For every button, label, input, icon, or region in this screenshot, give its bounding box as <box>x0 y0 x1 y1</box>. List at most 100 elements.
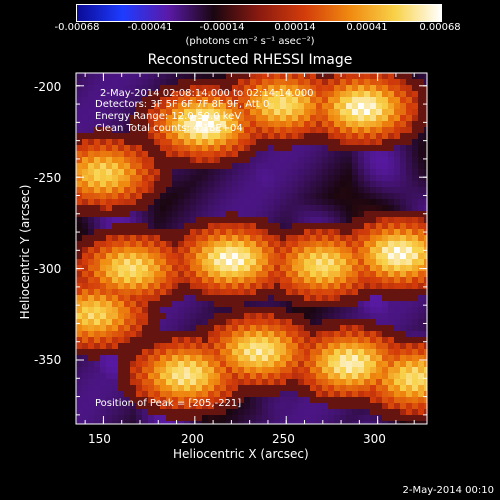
heatmap-cell <box>190 409 197 416</box>
heatmap-cell <box>370 211 377 218</box>
heatmap-cell <box>100 295 107 302</box>
heatmap-cell <box>292 301 299 308</box>
heatmap-cell <box>244 337 251 344</box>
heatmap-cell <box>130 415 137 422</box>
heatmap-cell <box>370 103 377 110</box>
heatmap-cell <box>262 343 269 350</box>
heatmap-cell <box>238 325 245 332</box>
heatmap-cell <box>394 139 401 146</box>
heatmap-cell <box>424 415 427 422</box>
heatmap-cell <box>88 103 95 110</box>
heatmap-cell <box>388 259 395 266</box>
heatmap-cell <box>238 367 245 374</box>
heatmap-cell <box>388 241 395 248</box>
heatmap-cell <box>100 343 107 350</box>
heatmap-cell <box>190 331 197 338</box>
heatmap-cell <box>190 361 197 368</box>
heatmap-cell <box>148 415 155 422</box>
heatmap-cell <box>406 325 413 332</box>
heatmap-cell <box>250 193 257 200</box>
heatmap-cell <box>244 223 251 230</box>
heatmap-cell <box>238 373 245 380</box>
heatmap-cell <box>112 217 119 224</box>
heatmap-cell <box>280 205 287 212</box>
heatmap-cell <box>142 259 149 266</box>
heatmap-cell <box>322 343 329 350</box>
heatmap-cell <box>154 199 161 206</box>
heatmap-cell <box>298 259 305 266</box>
heatmap-cell <box>274 241 281 248</box>
heatmap-cell <box>268 337 275 344</box>
heatmap-cell <box>292 73 299 80</box>
heatmap-cell <box>136 265 143 272</box>
heatmap-cell <box>418 277 425 284</box>
heatmap-cell <box>286 211 293 218</box>
heatmap-cell <box>184 331 191 338</box>
heatmap-cell <box>310 361 317 368</box>
heatmap-cell <box>202 373 209 380</box>
heatmap-cell <box>406 415 413 422</box>
heatmap-cell <box>280 199 287 206</box>
heatmap-cell <box>328 145 335 152</box>
heatmap-cell <box>256 379 263 386</box>
heatmap-cell <box>82 169 89 176</box>
heatmap-cell <box>280 73 287 80</box>
heatmap-cell <box>142 361 149 368</box>
heatmap-cell <box>202 91 209 98</box>
heatmap-cell <box>352 151 359 158</box>
heatmap-cell <box>346 157 353 164</box>
heatmap-cell <box>316 235 323 242</box>
x-axis-title: Heliocentric X (arcsec) <box>173 447 309 461</box>
heatmap-cell <box>244 127 251 134</box>
heatmap-cell <box>82 79 89 86</box>
heatmap-cell <box>184 127 191 134</box>
heatmap-cell <box>328 409 335 416</box>
heatmap-cell <box>214 145 221 152</box>
heatmap-cell <box>256 151 263 158</box>
heatmap-cell <box>304 367 311 374</box>
heatmap-cell <box>400 301 407 308</box>
heatmap-cell <box>340 169 347 176</box>
heatmap-cell <box>394 79 401 86</box>
heatmap-cell <box>166 265 173 272</box>
heatmap-cell <box>208 187 215 194</box>
heatmap-cell <box>382 295 389 302</box>
heatmap-cell <box>364 253 371 260</box>
heatmap-cell <box>214 259 221 266</box>
heatmap-cell <box>76 91 83 98</box>
heatmap-cell <box>142 199 149 206</box>
heatmap-cell <box>376 337 383 344</box>
heatmap-cell <box>202 181 209 188</box>
heatmap-cell <box>154 151 161 158</box>
heatmap-cell <box>310 283 317 290</box>
heatmap-cell <box>124 319 131 326</box>
heatmap-cell <box>94 247 101 254</box>
heatmap-cell <box>76 97 83 104</box>
heatmap-cell <box>202 163 209 170</box>
heatmap-cell <box>184 391 191 398</box>
heatmap-cell <box>412 121 419 128</box>
heatmap-cell <box>304 175 311 182</box>
heatmap-cell <box>340 409 347 416</box>
heatmap-cell <box>418 139 425 146</box>
heatmap-cell <box>400 121 407 128</box>
heatmap-cell <box>274 235 281 242</box>
heatmap-cell <box>184 259 191 266</box>
heatmap-cell <box>412 307 419 314</box>
heatmap-cell <box>226 97 233 104</box>
heatmap-cell <box>244 133 251 140</box>
heatmap-cell <box>154 379 161 386</box>
heatmap-cell <box>328 403 335 410</box>
heatmap-cell <box>124 313 131 320</box>
heatmap-cell <box>88 109 95 116</box>
heatmap-cell <box>130 295 137 302</box>
heatmap-cell <box>406 307 413 314</box>
heatmap-cell <box>136 121 143 128</box>
heatmap-cell <box>256 139 263 146</box>
heatmap-cell <box>178 283 185 290</box>
heatmap-cell <box>148 103 155 110</box>
heatmap-cell <box>160 277 167 284</box>
heatmap-cell <box>394 355 401 362</box>
heatmap-cell <box>124 85 131 92</box>
heatmap-cell <box>232 349 239 356</box>
